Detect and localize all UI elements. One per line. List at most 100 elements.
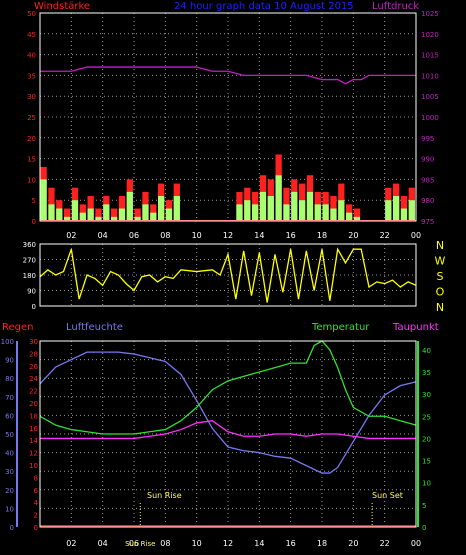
wind-tick-label: 15 [27,156,36,164]
wind-bar [95,216,102,221]
pressure-tick-label: 1020 [421,31,439,39]
pressure-line [40,66,416,85]
dewpoint-legend: Taupunkt [392,322,439,333]
wind-bar [142,204,149,221]
temperature-legend: Temperatur [311,322,370,333]
time-tick-label: 06 [129,231,139,240]
wind-bar [87,208,94,221]
direction-tick-label: 360 [23,241,36,249]
humidity-tick-label: 0 [10,524,14,532]
temperature-tick-label: 35 [422,369,431,377]
humidity-tick-label: 90 [5,357,14,365]
pressure-tick-label: 985 [421,176,434,184]
wind-bar [40,179,47,221]
time-tick-label: 06 [129,539,139,548]
gust-bar [330,196,337,221]
wind-bar [165,208,173,221]
wind-pressure-chart: 0510152025303540455097598098599099510001… [27,10,439,240]
time-tick-label: 12 [223,539,233,548]
gust-bar [400,196,408,221]
rain-tick-label: 2 [34,512,38,520]
pressure-tick-label: 1025 [421,10,439,18]
wind-bar [103,204,110,221]
chart-title: 24 hour graph data 10 August 2015 [174,1,354,12]
time-tick-label: 04 [98,539,108,548]
temperature-tick-label: 10 [422,480,431,488]
gust-bar [111,208,118,221]
wind-bar [56,208,63,221]
wind-bar [393,196,400,221]
wind-bar [79,212,86,221]
gust-bar [118,196,126,221]
sunrise-tick-label: Sun Rise [125,540,155,548]
direction-tick-label: 180 [23,272,36,280]
time-tick-label: 14 [254,539,264,548]
time-tick-label: 00 [411,231,421,240]
wind-bar [244,200,251,221]
sunset-label: Sun Set [372,491,403,500]
time-tick-label: 00 [411,539,421,548]
wind-bar [385,200,392,221]
compass-label: O [436,286,445,299]
time-tick-label: 16 [286,539,296,548]
wind-bar [267,196,274,221]
top-chart-frame [39,12,417,222]
wind-bar [150,212,157,221]
temperature-tick-label: 15 [422,458,431,466]
pressure-tick-label: 995 [421,135,434,143]
wind-bar [330,208,337,221]
wind-bar [322,204,329,221]
gust-bar [95,208,102,221]
wind-tick-label: 25 [27,114,36,122]
wind-bar [353,216,361,221]
temperature-tick-label: 20 [422,435,431,443]
bottom-chart-frame [39,340,417,528]
direction-tick-label: 0 [32,303,36,311]
wind-bar [259,191,267,221]
wind-bar [252,204,259,221]
temp-humidity-chart: 0102030405060708090100024681012141618202… [1,338,431,548]
pressure-tick-label: 990 [421,156,434,164]
wind-bar [299,200,306,221]
wind-bar [314,204,321,221]
temperature-line [39,340,417,435]
sunrise-label: Sun Rise [147,491,182,500]
rain-tick-label: 28 [29,350,38,358]
wind-bar [173,196,180,221]
rain-tick-label: 30 [29,338,38,346]
wind-bar [291,191,298,221]
wind-bar [64,216,71,221]
gust-bar [353,208,361,221]
wind-bar [275,175,282,221]
rain-legend: Regen [2,322,34,333]
wind-tick-label: 45 [27,31,36,39]
time-tick-label: 20 [348,539,358,548]
rain-tick-label: 20 [29,400,38,408]
humidity-tick-label: 10 [5,505,14,513]
gust-bar [87,196,94,221]
direction-chart-frame [39,243,417,307]
rain-tick-label: 22 [29,388,38,396]
humidity-line [39,351,417,474]
time-tick-label: 08 [160,539,170,548]
time-tick-label: 16 [286,231,296,240]
wind-tick-label: 20 [27,135,36,143]
temperature-tick-label: 0 [422,524,426,532]
wind-bar [338,200,345,221]
wind-bar [283,204,290,221]
humidity-tick-label: 20 [5,487,14,495]
humidity-tick-label: 70 [5,394,14,402]
rain-tick-label: 18 [29,412,38,420]
rain-tick-label: 24 [29,375,38,383]
wind-tick-label: 40 [27,52,36,60]
humidity-tick-label: 40 [5,450,14,458]
rain-tick-label: 8 [34,474,38,482]
wind-tick-label: 50 [27,10,36,18]
time-tick-label: 18 [317,539,327,548]
humidity-legend: Luftfeuchte [66,322,123,333]
time-tick-label: 14 [254,231,264,240]
rain-tick-label: 16 [29,425,38,433]
direction-tick-label: 270 [23,257,36,265]
